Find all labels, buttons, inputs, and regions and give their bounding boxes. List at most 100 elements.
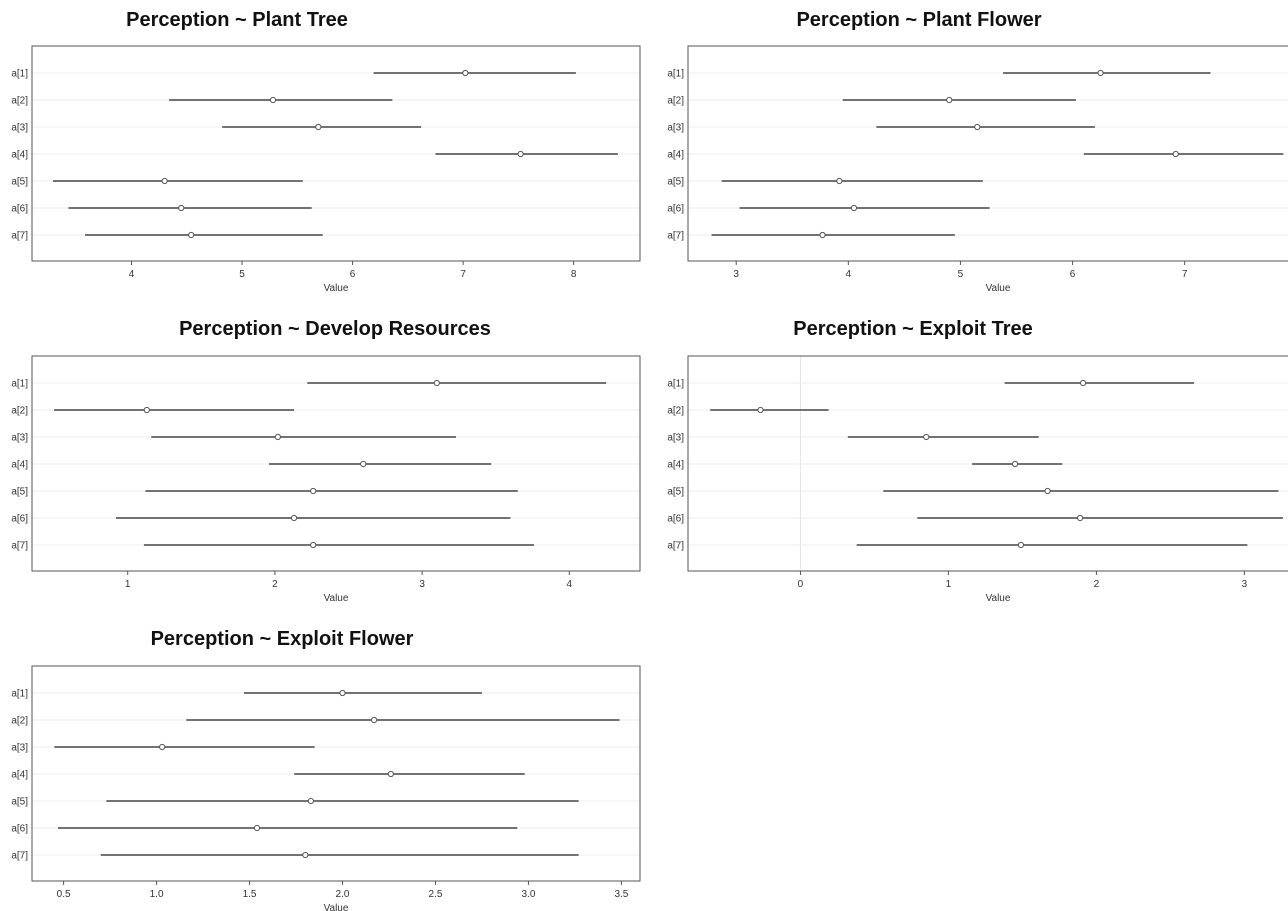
category-label: a[1] <box>11 689 28 700</box>
category-label: a[4] <box>11 150 28 161</box>
chart-panel-3: Perception ~ Develop Resources a[1] a[2] a[… <box>11 318 641 604</box>
mean-point <box>462 69 469 77</box>
mean-point <box>315 123 322 131</box>
mean-point <box>517 150 524 158</box>
plot-frame <box>687 355 1288 572</box>
category-label: a[4] <box>11 460 28 471</box>
mean-point <box>290 514 298 522</box>
x-axis-title: Value <box>986 283 1011 294</box>
x-tick-label: 2 <box>1094 579 1100 590</box>
x-tick-label: 1 <box>946 579 952 590</box>
x-tick-label: 2 <box>272 579 278 590</box>
mean-point <box>387 770 394 778</box>
category-label: a[7] <box>667 231 684 242</box>
mean-point <box>178 204 185 212</box>
category-label: a[1] <box>667 69 684 80</box>
mean-point <box>923 433 930 441</box>
mean-point <box>310 541 317 549</box>
mean-point <box>1077 514 1084 522</box>
mean-point <box>253 824 261 832</box>
mean-point <box>850 204 858 212</box>
x-tick-label: 3 <box>1242 579 1248 590</box>
category-label: a[1] <box>11 69 28 80</box>
panel-title: Perception ~ Plant Tree <box>126 9 348 31</box>
category-label: a[4] <box>11 770 28 781</box>
category-label: a[5] <box>11 797 28 808</box>
x-axis-title: Value <box>986 593 1011 604</box>
mean-point <box>836 177 843 185</box>
plot-frame <box>31 355 641 572</box>
x-tick-label: 4 <box>567 579 573 590</box>
x-tick-label: 3 <box>419 579 425 590</box>
x-tick-label: 2.0 <box>336 889 350 900</box>
mean-point <box>360 460 367 468</box>
plot-frame <box>687 45 1288 262</box>
chart-panel-1: Perception ~ Plant Tree a[1] a[2] a[3] a[4] a… <box>11 9 641 294</box>
category-label: a[2] <box>11 406 28 417</box>
category-label: a[6] <box>667 204 684 215</box>
panel-title: Perception ~ Plant Flower <box>796 9 1041 31</box>
category-label: a[3] <box>667 123 684 134</box>
mean-point <box>159 743 166 751</box>
category-label: a[2] <box>667 96 684 107</box>
x-tick-label: 1.0 <box>150 889 164 900</box>
mean-point <box>433 379 440 387</box>
category-label: a[6] <box>667 514 684 525</box>
chart-panel-5: Perception ~ Exploit Flower a[1] a[2] a[3] a… <box>11 628 641 911</box>
category-label: a[7] <box>11 541 28 552</box>
mean-point <box>757 406 764 414</box>
mean-point <box>274 433 281 441</box>
panel-title: Perception ~ Exploit Tree <box>793 318 1033 340</box>
x-tick-label: 6 <box>350 269 356 280</box>
category-label: a[7] <box>11 231 28 242</box>
x-axis-title: Value <box>324 283 349 294</box>
category-label: a[3] <box>667 433 684 444</box>
plot-frame <box>31 665 641 882</box>
mean-point <box>269 96 277 104</box>
category-label: a[6] <box>11 204 28 215</box>
category-label: a[7] <box>667 541 684 552</box>
mean-point <box>1011 460 1019 468</box>
mean-point <box>1079 379 1087 387</box>
chart-panel-4: Perception ~ Exploit Tree a[1] a[2] a[3] a[4… <box>667 318 1288 604</box>
category-label: a[4] <box>667 460 684 471</box>
x-tick-label: 4 <box>129 269 135 280</box>
mean-point <box>188 231 195 239</box>
mean-point <box>974 123 981 131</box>
mean-point <box>1172 150 1179 158</box>
x-tick-label: 3.5 <box>614 889 628 900</box>
chart-panel-2: Perception ~ Plant Flower a[1] a[2] a[3] a[4… <box>667 9 1288 294</box>
panel-title: Perception ~ Exploit Flower <box>151 628 414 650</box>
category-label: a[7] <box>11 851 28 862</box>
mean-point <box>310 487 317 495</box>
x-tick-label: 0.5 <box>57 889 71 900</box>
category-label: a[2] <box>11 96 28 107</box>
x-tick-label: 3.0 <box>521 889 535 900</box>
category-label: a[5] <box>11 487 28 498</box>
category-label: a[6] <box>11 824 28 835</box>
mean-point <box>1044 487 1051 495</box>
category-label: a[1] <box>11 379 28 390</box>
category-label: a[5] <box>11 177 28 188</box>
x-tick-label: 4 <box>846 269 852 280</box>
category-label: a[5] <box>667 487 684 498</box>
x-tick-label: 7 <box>1182 269 1188 280</box>
x-tick-label: 1 <box>125 579 131 590</box>
category-label: a[3] <box>11 433 28 444</box>
category-label: a[6] <box>11 514 28 525</box>
panel-title: Perception ~ Develop Resources <box>179 318 491 340</box>
mean-point <box>161 177 168 185</box>
x-tick-label: 5 <box>958 269 964 280</box>
x-axis-title: Value <box>324 593 349 604</box>
mean-point <box>1017 541 1025 549</box>
mean-point <box>946 96 953 104</box>
mean-point <box>307 797 314 805</box>
x-tick-label: 1.5 <box>243 889 257 900</box>
category-label: a[1] <box>667 379 684 390</box>
category-label: a[3] <box>11 123 28 134</box>
x-tick-label: 6 <box>1070 269 1076 280</box>
category-label: a[5] <box>667 177 684 188</box>
mean-point <box>371 716 378 724</box>
x-tick-label: 0 <box>798 579 804 590</box>
